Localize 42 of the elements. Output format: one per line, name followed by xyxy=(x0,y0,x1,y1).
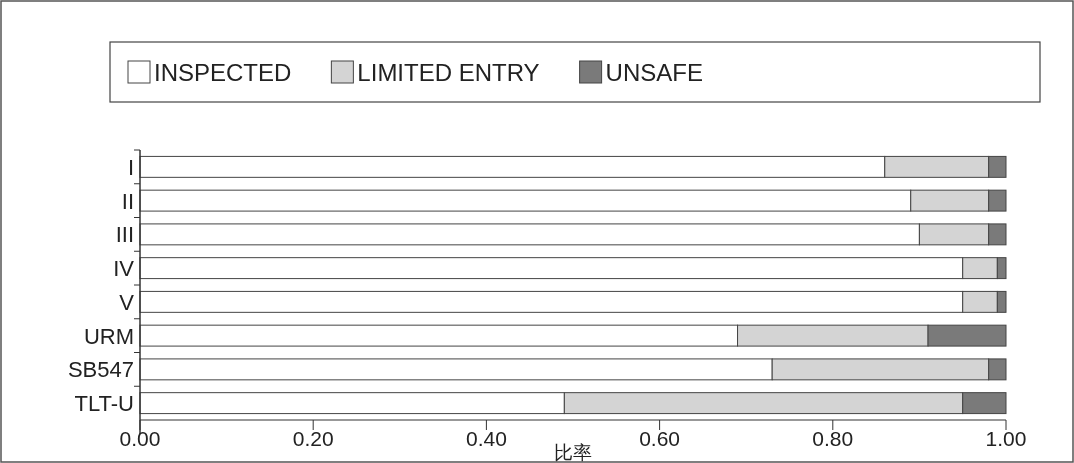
bar xyxy=(139,189,912,212)
bar xyxy=(962,290,998,313)
bar xyxy=(771,358,990,381)
bar xyxy=(139,324,739,347)
bar xyxy=(139,392,565,415)
legend-label: LIMITED ENTRY xyxy=(357,59,540,86)
x-tick-label: 0.00 xyxy=(119,427,161,450)
x-tick-label: 0.20 xyxy=(292,427,334,450)
bar xyxy=(139,155,886,178)
y-tick-label: SB547 xyxy=(67,357,134,383)
x-tick-label: 0.40 xyxy=(465,427,507,450)
bar xyxy=(988,189,1007,212)
bar xyxy=(139,223,920,246)
bar xyxy=(988,223,1007,246)
bar xyxy=(884,155,990,178)
bar xyxy=(139,290,964,313)
bar xyxy=(737,324,929,347)
bar xyxy=(918,223,990,246)
bar xyxy=(563,392,964,415)
bar xyxy=(996,257,1007,280)
bar xyxy=(962,392,1007,415)
y-tick-label: II xyxy=(121,188,134,214)
bar xyxy=(988,155,1007,178)
y-tick-label: IV xyxy=(113,256,135,282)
legend-label: INSPECTED xyxy=(154,59,292,86)
x-axis-title: 比率 xyxy=(554,442,592,463)
bar xyxy=(910,189,990,212)
legend-label: UNSAFE xyxy=(605,59,703,86)
y-tick-label: III xyxy=(115,222,134,248)
x-tick-label: 0.60 xyxy=(639,427,681,450)
x-tick-label: 1.00 xyxy=(985,427,1027,450)
bar xyxy=(927,324,1007,347)
bar xyxy=(988,358,1007,381)
x-tick-label: 0.80 xyxy=(812,427,854,450)
y-tick-label: TLT-U xyxy=(74,391,134,417)
y-tick-label: URM xyxy=(83,323,134,349)
bar xyxy=(139,358,773,381)
y-tick-label: I xyxy=(127,154,134,180)
bar xyxy=(139,257,964,280)
y-tick-label: V xyxy=(119,289,135,315)
bar xyxy=(962,257,998,280)
bar xyxy=(996,290,1007,313)
